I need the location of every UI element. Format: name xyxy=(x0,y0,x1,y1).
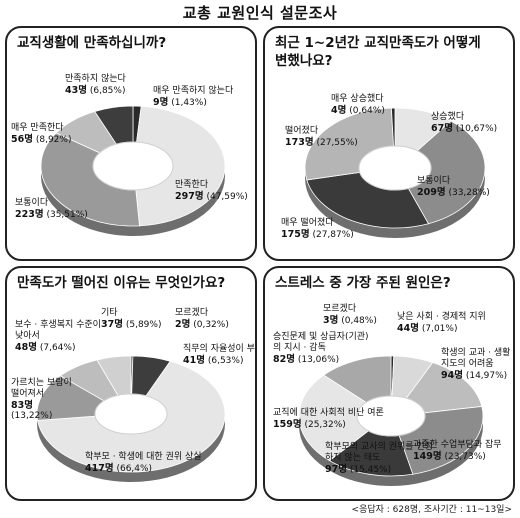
donut-hole xyxy=(92,141,174,191)
slice-label: 매우 만족한다 56명 (8,92%) xyxy=(11,123,72,145)
chart-title: 만족도가 떨어진 이유는 무엇인가요? xyxy=(17,275,226,291)
donut-chart xyxy=(304,107,486,238)
slice-label: 직무의 자율성이 부족해서 41명 (6,53%) xyxy=(183,344,255,366)
donut-hole xyxy=(358,145,432,191)
slice-label: 교직에 대한 사회적 비난 여론 159명 (25,32%) xyxy=(273,408,384,430)
slice-label: 만족하지 않는다 43명 (6,85%) xyxy=(65,74,126,96)
slice-label: 가르치는 보람이 떨어져서 83명 (13,22%) xyxy=(11,378,72,422)
slice-label: 만족한다 297명 (47,59%) xyxy=(175,180,248,202)
slice-label: 보통이다 209명 (33,28%) xyxy=(417,176,490,198)
chart-panel-stress: 스트레스 중 가장 주된 원인은? 모르겠다 3명 (0,48%) 낮은 사회 … xyxy=(263,266,515,501)
donut-chart xyxy=(298,355,484,486)
main-title: 교총 교원인식 설문조사 xyxy=(182,4,338,22)
chart-panel-reasons: 만족도가 떨어진 이유는 무엇인가요? 모르겠다 2명 (0,32%) 직무의 … xyxy=(5,266,257,501)
slice-label: 보통이다 223명 (35,51%) xyxy=(15,198,88,220)
slice-label: 모르겠다 2명 (0,32%) xyxy=(175,308,229,330)
slice-label: 낮은 사회 · 경제적 지위 44명 (7,01%) xyxy=(397,312,486,334)
slice-label: 상승했다 67명 (10,67%) xyxy=(431,112,498,134)
slice-label: 매우 상승했다 4명 (0,64%) xyxy=(331,94,385,116)
slice-label: 과중한 수업부담과 잡무 149명 (23,73%) xyxy=(413,440,502,462)
slice-label: 승진문제 및 상급자(기관)의 지시 · 감독 82명 (13,06%) xyxy=(273,332,369,365)
chart-title: 교직생활에 만족하십니까? xyxy=(17,35,167,51)
donut-chart xyxy=(40,105,226,236)
slice-label: 모르겠다 3명 (0,48%) xyxy=(323,304,377,326)
slice-label: 기타 37명 (5,89%) xyxy=(101,308,162,330)
donut-hole xyxy=(94,393,168,435)
slice-label: 떨어졌다 173명 (27,55%) xyxy=(285,126,358,148)
chart-panel-satisfaction: 교직생활에 만족하십니까? 매우 만족하지 않는다 9명 (1,43%) 만족한… xyxy=(5,26,257,261)
slice-label: 매우 떨어졌다 175명 (27,87%) xyxy=(281,218,354,240)
chart-title: 최근 1~2년간 교직만족도가 어떻게 변했나요? xyxy=(275,35,481,70)
donut-hole xyxy=(356,395,426,437)
chart-panel-change: 최근 1~2년간 교직만족도가 어떻게 변했나요? 상승했다 67명 (10,6… xyxy=(263,26,515,261)
slice-label: 매우 만족하지 않는다 9명 (1,43%) xyxy=(153,86,234,108)
slice-label: 학생의 교과 · 생활지도의 어려움 94명 (14,97%) xyxy=(441,348,511,381)
slice-label: 학부모 · 학생에 대한 권위 상실 417명 (66,4%) xyxy=(85,452,202,474)
slice-label: 학부모의 교사의 권위를 인정하지 않는 태도 97명 (15,45%) xyxy=(325,442,433,475)
chart-title: 스트레스 중 가장 주된 원인은? xyxy=(275,275,451,291)
donut-chart xyxy=(36,355,226,482)
slice-label: 보수 · 후생복지 수준이 낮아서 48명 (7,64%) xyxy=(15,320,101,353)
survey-footnote: <응답자 : 628명, 조사기간 : 11~13일> xyxy=(351,505,512,515)
